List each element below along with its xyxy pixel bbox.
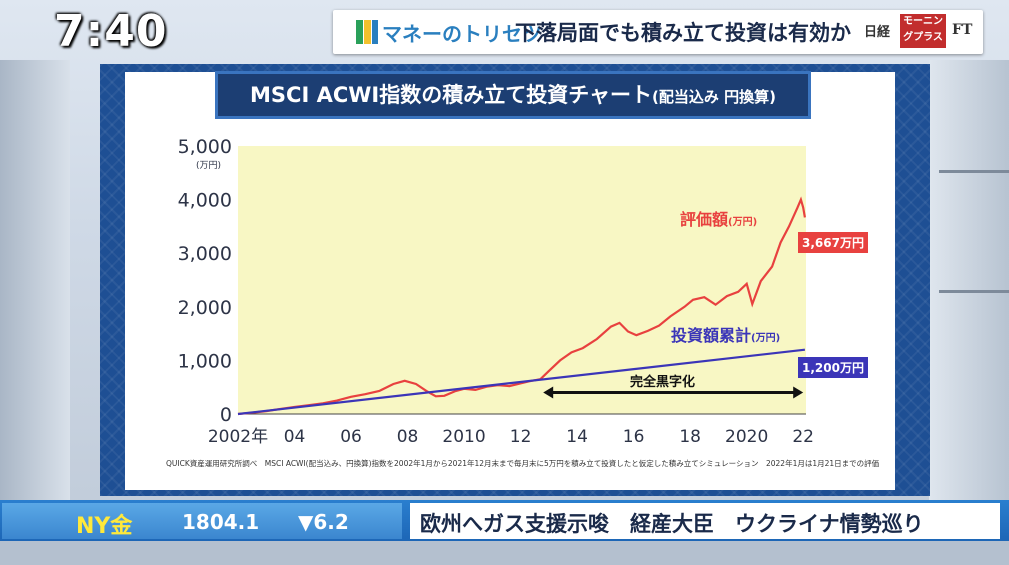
arrow-head xyxy=(543,386,554,399)
x-tick-label: 2020 xyxy=(725,427,768,447)
x-tick-label: 12 xyxy=(510,427,532,447)
y-tick-label: 3,000 xyxy=(178,243,232,265)
broadcast-clock: 7:40 xyxy=(54,6,168,57)
series-label-evaluation: 評価額(万円) xyxy=(680,206,757,230)
ticker-news-box xyxy=(410,503,1000,539)
y-axis-unit: (万円) xyxy=(196,160,221,171)
chart-title-main: MSCI ACWI指数の積み立て投資チャート xyxy=(250,83,653,107)
ticker-market-box xyxy=(2,503,402,539)
y-tick-label: 0 xyxy=(220,404,232,426)
chart-title: MSCI ACWI指数の積み立て投資チャート(配当込み 円換算) xyxy=(215,71,811,119)
x-tick-label: 18 xyxy=(679,427,701,447)
program-header-bar xyxy=(333,10,983,54)
series-line-evaluation xyxy=(237,196,806,416)
ticker-market-name: NY金 xyxy=(76,514,133,539)
book-icon xyxy=(356,20,378,44)
bottom-strip xyxy=(0,541,1009,565)
x-tick-label: 06 xyxy=(340,427,362,447)
nikkei-logo: 日経 xyxy=(864,25,891,40)
y-tick-label: 4,000 xyxy=(178,190,232,212)
corner-title: マネーのトリセツ xyxy=(382,22,542,46)
x-tick-label: 04 xyxy=(284,427,306,447)
arrow-head xyxy=(793,386,804,399)
series-end-value-investment: 1,200万円 xyxy=(798,357,868,378)
series-end-value-evaluation: 3,667万円 xyxy=(798,232,868,253)
ticker-price: 1804.1 xyxy=(182,510,260,534)
x-tick-label: 22 xyxy=(792,427,814,447)
x-tick-label: 2010 xyxy=(442,427,485,447)
segment-headline: 下落局面でも積み立て投資は有効か xyxy=(515,21,851,45)
studio-background-left xyxy=(0,60,70,500)
studio-background-right xyxy=(929,60,1009,500)
source-note: QUICK資産運用研究所調べ MSCI ACWI(配当込み、円換算)指数を200… xyxy=(166,459,880,468)
ft-logo: FT xyxy=(952,22,973,38)
annotation-full-profit: 完全黒字化 xyxy=(630,375,696,390)
y-tick-label: 2,000 xyxy=(178,297,232,319)
series-name-investment: 投資額累計 xyxy=(671,326,752,345)
x-tick-label: 14 xyxy=(566,427,588,447)
series-name-evaluation: 評価額 xyxy=(680,210,729,229)
ticker-change: ▼6.2 xyxy=(298,510,349,534)
series-line-investment xyxy=(237,348,806,416)
y-tick-label: 1,000 xyxy=(178,350,232,372)
x-tick-label: 08 xyxy=(397,427,419,447)
series-label-investment: 投資額累計(万円) xyxy=(671,322,780,346)
x-tick-label: 2002年 xyxy=(208,427,268,447)
chart-title-sub: (配当込み 円換算) xyxy=(652,88,776,106)
plot-area xyxy=(238,146,806,414)
profit-zone-arrow xyxy=(543,386,804,399)
ticker-news-text: 欧州へガス支援示唆 経産大臣 ウクライナ情勢巡り xyxy=(420,512,924,536)
y-tick-label: 5,000 xyxy=(178,136,232,158)
series-unit-evaluation: (万円) xyxy=(728,217,758,228)
morning-plus-logo: モーニングプラス xyxy=(900,14,946,48)
x-tick-label: 16 xyxy=(623,427,645,447)
series-unit-investment: (万円) xyxy=(751,333,781,344)
